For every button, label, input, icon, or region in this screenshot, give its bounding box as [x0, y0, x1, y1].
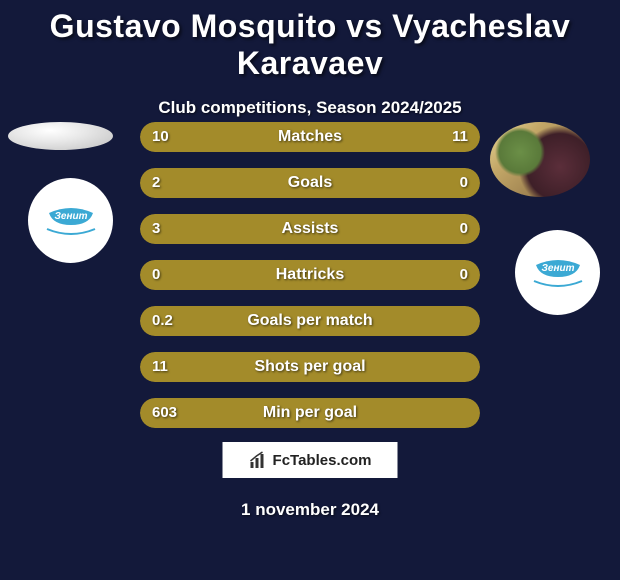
chart-icon	[249, 450, 269, 470]
metric-label: Min per goal	[140, 398, 480, 428]
stat-row: 603Min per goal	[140, 398, 480, 428]
metric-label: Goals	[140, 168, 480, 198]
page-title: Gustavo Mosquito vs Vyacheslav Karavaev	[0, 0, 620, 82]
brand-label: FcTables.com	[273, 452, 372, 469]
stat-row: 20Goals	[140, 168, 480, 198]
svg-text:Зенит: Зенит	[54, 211, 87, 222]
metric-label: Assists	[140, 214, 480, 244]
club-left-badge: Зенит	[28, 178, 113, 263]
metric-label: Goals per match	[140, 306, 480, 336]
stat-row: 30Assists	[140, 214, 480, 244]
metric-label: Hattricks	[140, 260, 480, 290]
metric-label: Shots per goal	[140, 352, 480, 382]
zenit-logo-icon: Зенит	[528, 243, 588, 303]
svg-text:Зенит: Зенит	[541, 263, 574, 274]
stat-row: 0.2Goals per match	[140, 306, 480, 336]
date-label: 1 november 2024	[0, 500, 620, 520]
stat-row: 1011Matches	[140, 122, 480, 152]
stat-row: 11Shots per goal	[140, 352, 480, 382]
stat-row: 00Hattricks	[140, 260, 480, 290]
brand-badge[interactable]: FcTables.com	[223, 442, 398, 478]
subtitle: Club competitions, Season 2024/2025	[0, 98, 620, 118]
comparison-bars: 1011Matches 20Goals 30Assists 00Hattricks 0.…	[140, 122, 480, 444]
zenit-logo-icon: Зенит	[41, 191, 101, 251]
metric-label: Matches	[140, 122, 480, 152]
player-left-avatar	[8, 122, 113, 150]
player-right-avatar	[490, 122, 590, 197]
club-right-badge: Зенит	[515, 230, 600, 315]
